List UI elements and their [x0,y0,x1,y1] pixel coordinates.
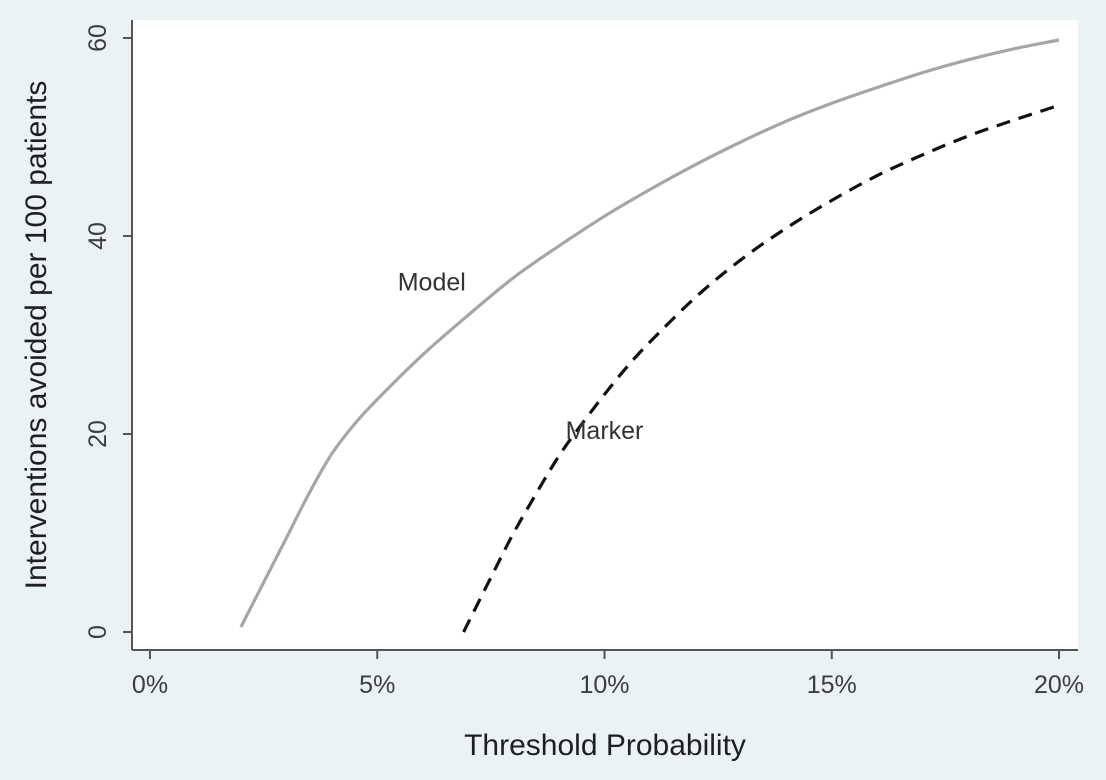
model-series-label: Model [398,268,466,296]
y-tick-label: 20 [84,420,112,448]
x-tick-label: 0% [132,671,168,699]
marker-series-line [462,103,1060,633]
x-axis-title: Threshold Probability [464,729,746,762]
y-tick-label: 0 [84,625,112,639]
x-tick-label: 20% [1034,671,1084,699]
y-axis: 0 20 40 60 [84,20,133,650]
marker-series-label: Marker [566,417,644,445]
x-axis: 0% 5% 10% 15% 20% [132,649,1084,699]
x-tick-label: 10% [579,671,629,699]
series-layer: Model Marker [239,38,1060,633]
y-tick-label: 40 [84,222,112,250]
plot-area [132,20,1078,650]
model-series-line [239,38,1060,628]
y-axis-title: Interventions avoided per 100 patients [20,81,53,590]
x-tick-label: 15% [807,671,857,699]
y-tick-label: 60 [84,24,112,52]
x-tick-label: 5% [359,671,395,699]
